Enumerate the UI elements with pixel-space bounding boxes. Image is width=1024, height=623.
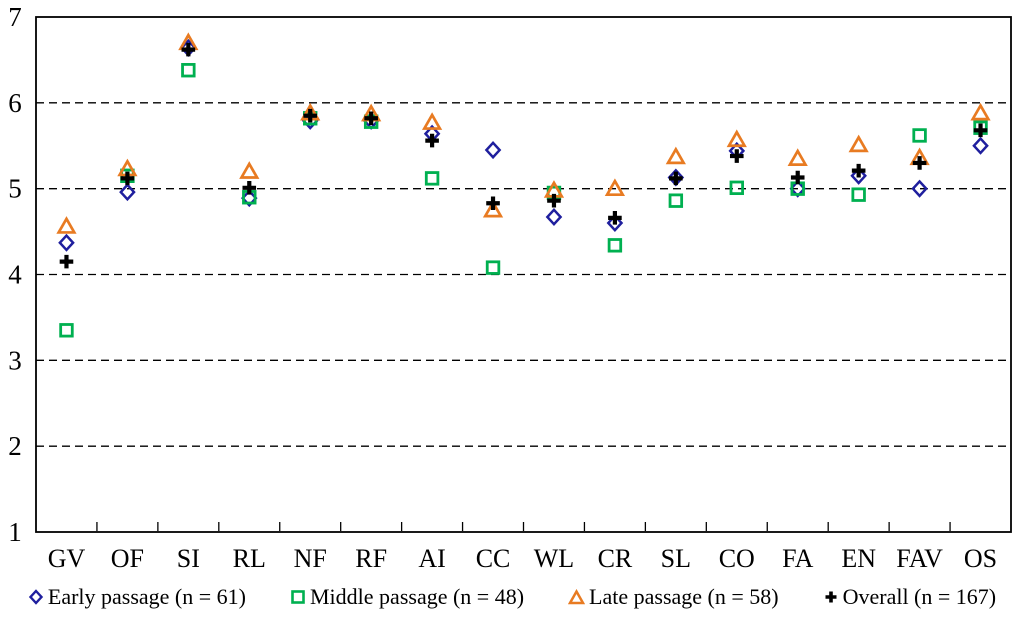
diamond-icon xyxy=(28,589,44,605)
legend-item-overall: Overall (n = 167) xyxy=(823,584,997,609)
x-label-RL: RL xyxy=(233,544,266,573)
x-label-OF: OF xyxy=(111,544,144,573)
marker-plus-CO xyxy=(729,149,744,163)
legend-item-early-passage: Early passage (n = 61) xyxy=(28,586,246,608)
marker-triangle-CO xyxy=(726,129,747,148)
y-tick-label-7: 7 xyxy=(8,2,22,32)
marker-triangle-OS xyxy=(970,102,991,121)
legend-label-early-passage: Early passage (n = 61) xyxy=(47,584,246,609)
x-label-FA: FA xyxy=(782,544,814,573)
legend-item-middle-passage: Middle passage (n = 48) xyxy=(290,586,524,608)
marker-square-SI xyxy=(181,63,196,78)
x-label-FAV: FAV xyxy=(896,544,943,573)
legend-label-overall: Overall (n = 167) xyxy=(842,584,997,609)
marker-diamond-EN xyxy=(850,166,867,185)
legend-item-late-passage: Late passage (n = 58) xyxy=(568,586,779,608)
marker-plus-RL xyxy=(242,181,257,195)
marker-triangle-EN xyxy=(848,134,869,153)
y-tick-label-4: 4 xyxy=(8,260,22,290)
x-label-NF: NF xyxy=(294,544,327,573)
marker-square-GV xyxy=(59,323,74,338)
marker-diamond-CR xyxy=(606,213,624,233)
legend-label-late-passage: Late passage (n = 58) xyxy=(589,584,779,609)
marker-plus-RF xyxy=(364,111,378,126)
marker-square-CC xyxy=(485,260,501,275)
x-label-GV: GV xyxy=(48,544,86,573)
y-tick-label-6: 6 xyxy=(8,88,22,118)
marker-plus-OF xyxy=(120,171,135,186)
marker-plus-CR xyxy=(608,211,622,225)
marker-plus-NF xyxy=(303,108,318,123)
marker-square-SL xyxy=(668,193,684,208)
marker-plus-SI xyxy=(181,42,196,57)
x-label-CC: CC xyxy=(476,544,511,573)
marker-triangle-GV xyxy=(56,216,77,234)
y-tick-label-2: 2 xyxy=(8,431,22,461)
x-label-SI: SI xyxy=(177,544,200,573)
plus-icon xyxy=(825,591,837,603)
marker-square-CR xyxy=(607,238,623,253)
marker-square-FAV xyxy=(912,128,927,143)
marker-plus-OS xyxy=(973,123,988,138)
marker-plus-EN xyxy=(851,163,866,178)
marker-plus-CC xyxy=(486,196,500,211)
marker-square-AI xyxy=(424,171,440,186)
marker-diamond-GV xyxy=(58,233,75,252)
marker-triangle-AI xyxy=(421,112,443,130)
x-label-WL: WL xyxy=(534,544,574,573)
plot-frame xyxy=(35,16,1012,533)
marker-plus-FA xyxy=(790,170,805,185)
marker-square-CO xyxy=(729,180,744,196)
marker-diamond-CC xyxy=(484,140,502,160)
x-label-OS: OS xyxy=(964,544,997,573)
marker-diamond-OS xyxy=(972,136,989,155)
x-label-CO: CO xyxy=(719,544,755,573)
x-label-RF: RF xyxy=(355,544,387,573)
x-label-SL: SL xyxy=(661,544,691,573)
marker-triangle-SL xyxy=(665,146,686,165)
marker-triangle-CC xyxy=(482,199,504,218)
x-label-AI: AI xyxy=(418,544,445,573)
triangle-icon xyxy=(568,589,586,605)
marker-triangle-RL xyxy=(239,161,260,179)
y-tick-label-5: 5 xyxy=(8,174,22,204)
x-label-EN: EN xyxy=(841,544,876,573)
y-tick-label-1: 1 xyxy=(8,517,22,547)
marker-diamond-FAV xyxy=(911,179,928,198)
y-tick-label-3: 3 xyxy=(8,345,22,375)
marker-diamond-WL xyxy=(545,207,563,227)
marker-diamond-OF xyxy=(119,183,136,202)
legend: Early passage (n = 61) Middle passage (n… xyxy=(0,586,1024,608)
marker-plus-FAV xyxy=(912,156,927,170)
x-label-CR: CR xyxy=(598,544,633,573)
marker-square-EN xyxy=(851,187,866,202)
marker-plus-AI xyxy=(425,133,439,148)
marker-triangle-FA xyxy=(787,148,808,166)
marker-plus-WL xyxy=(547,193,561,208)
legend-label-middle-passage: Middle passage (n = 48) xyxy=(310,584,525,609)
marker-triangle-CR xyxy=(604,178,626,197)
marker-plus-SL xyxy=(669,171,683,186)
square-icon xyxy=(291,590,305,604)
marker-plus-GV xyxy=(59,254,74,269)
